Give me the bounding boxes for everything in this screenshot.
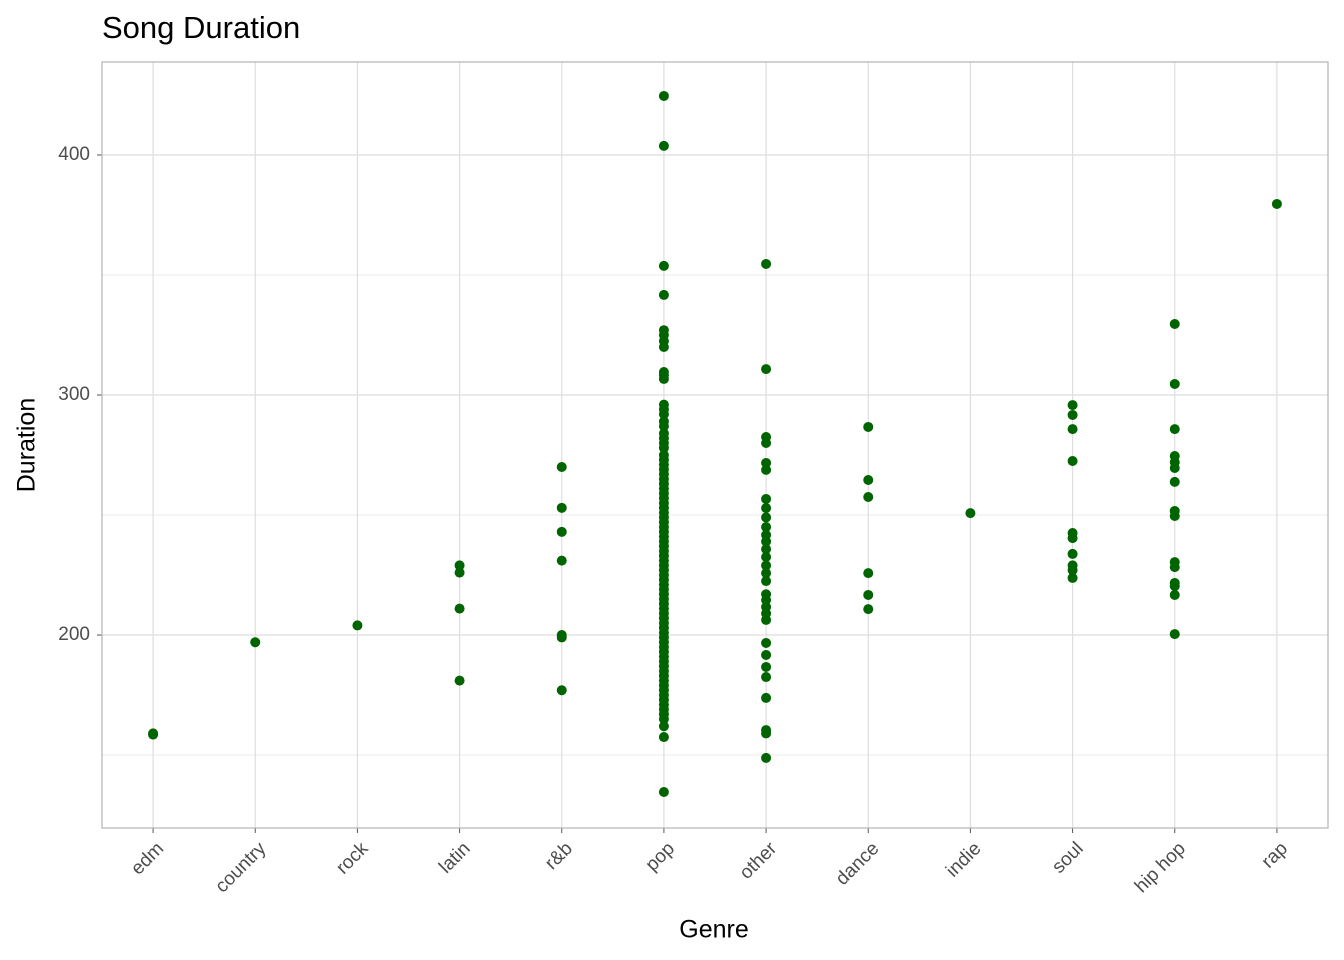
point [658,260,669,271]
point [863,568,874,579]
point [658,373,669,384]
point [148,729,159,740]
point [1169,581,1180,592]
point [658,714,669,725]
x-tick-label: other [736,838,782,884]
point [658,409,669,420]
point [1067,572,1078,583]
point [761,568,772,579]
point [863,604,874,615]
panel-border [101,61,1329,829]
y-tick-label: 300 [58,384,90,405]
point [761,438,772,449]
point [1169,462,1180,473]
point [761,649,772,660]
point [1169,378,1180,389]
point [454,560,465,571]
point [658,732,669,743]
chart-title: Song Duration [102,10,300,45]
x-tick-label: latin [435,838,474,877]
point [1169,562,1180,573]
x-tick-label: rock [332,838,373,879]
point [1067,409,1078,420]
point [658,442,669,453]
point [761,661,772,672]
point [761,364,772,375]
point [556,526,567,537]
x-tick-label: indie [942,838,985,881]
point [658,342,669,353]
point [1169,629,1180,640]
point [761,560,772,571]
point [250,637,261,648]
point [761,536,772,547]
point [863,589,874,600]
y-axis-label: Duration [13,398,41,493]
point [1169,589,1180,600]
point [1169,318,1180,329]
point [454,675,465,686]
point [1067,533,1078,544]
point [761,258,772,269]
point [761,552,772,563]
x-tick-label: soul [1048,838,1087,877]
point [556,502,567,513]
point [1169,510,1180,521]
y-tick-label: 200 [58,624,90,645]
point [556,462,567,473]
point [556,685,567,696]
point [761,512,772,523]
point [658,786,669,797]
point [761,594,772,605]
point [761,522,772,533]
point [965,508,976,519]
point [658,421,669,432]
point [761,752,772,763]
point [1067,424,1078,435]
point [761,692,772,703]
point [761,544,772,555]
x-tick-label: rap [1258,838,1292,872]
point [658,90,669,101]
x-tick-label: dance [832,838,883,889]
point [761,672,772,683]
point [863,474,874,485]
y-tick-label: 400 [58,144,90,165]
point [1169,424,1180,435]
point [454,603,465,614]
x-tick-label: country [211,838,270,897]
point [658,289,669,300]
x-tick-label: edm [127,838,168,879]
x-tick-label: pop [642,838,679,875]
point [1067,565,1078,576]
point [1067,400,1078,411]
point [761,576,772,587]
point [658,140,669,151]
x-axis-label: Genre [679,916,748,944]
point [761,503,772,514]
point [1271,198,1282,209]
point [761,614,772,625]
point [761,637,772,648]
point [658,721,669,732]
point [863,492,874,503]
point [863,421,874,432]
x-tick-label: hip hop [1131,838,1190,897]
point [556,555,567,566]
point [1169,476,1180,487]
point [1067,548,1078,559]
point [556,632,567,643]
point [454,567,465,578]
x-tick-label: r&b [541,838,577,874]
point [761,457,772,468]
point [1067,456,1078,467]
point [761,464,772,475]
point [352,620,363,631]
point [761,493,772,504]
point [761,728,772,739]
